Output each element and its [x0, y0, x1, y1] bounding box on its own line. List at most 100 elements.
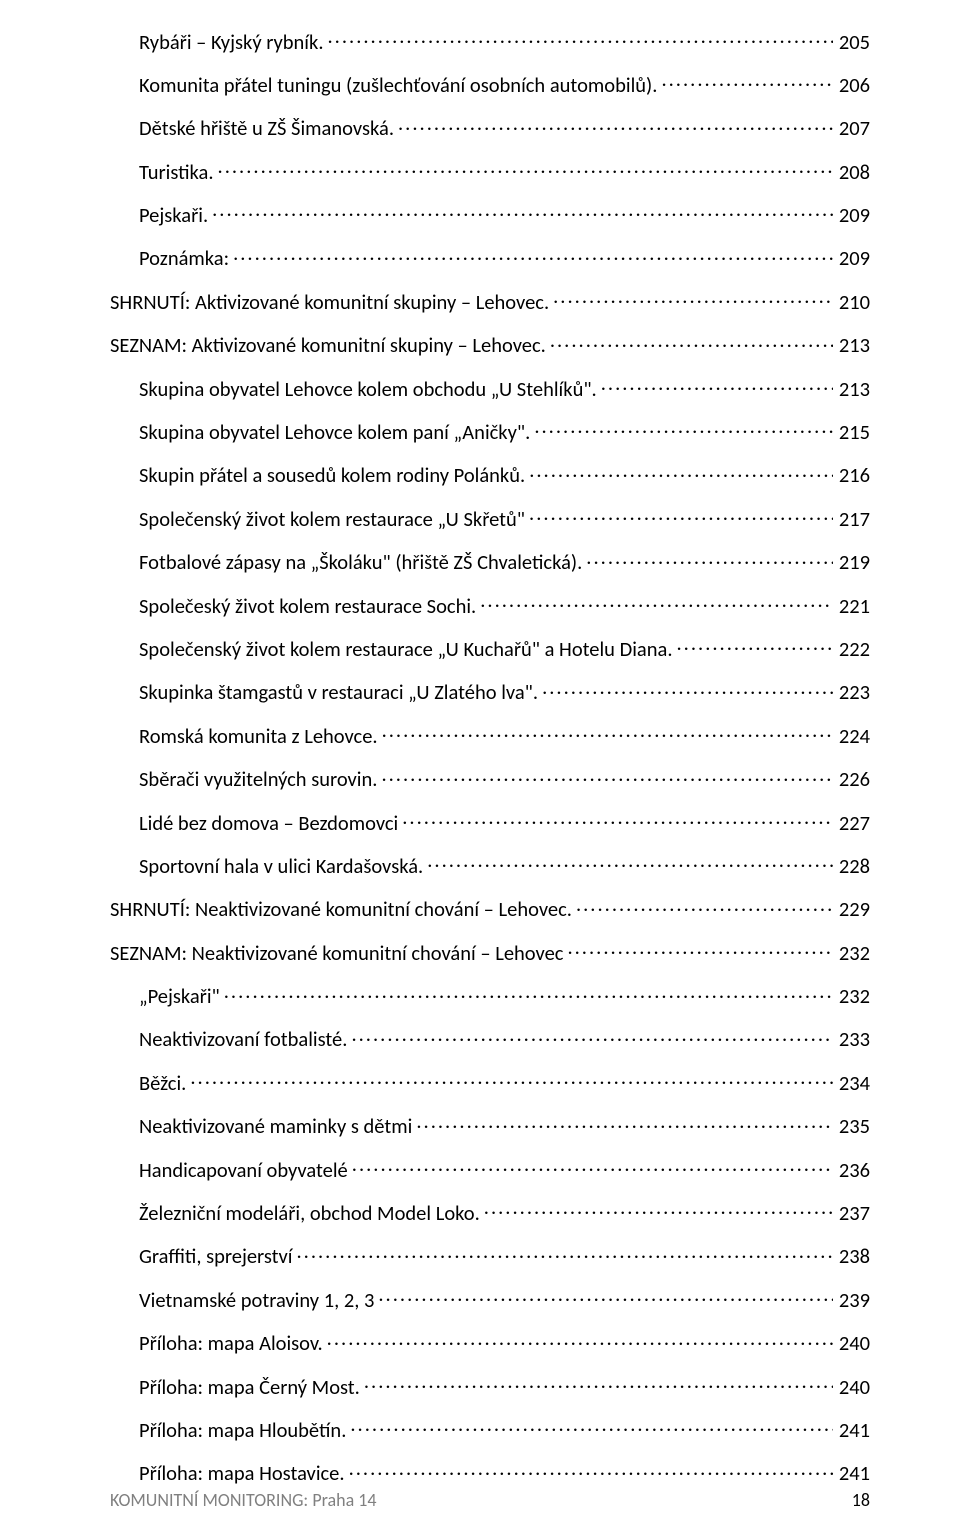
toc-entry: Skupina obyvatel Lehovce kolem paní „Ani…	[110, 419, 870, 445]
page-footer: KOMUNITNÍ MONITORING: Praha 14 18	[110, 1489, 870, 1511]
toc-leader-dots	[576, 896, 833, 917]
toc-leader-dots	[381, 766, 832, 787]
toc-leader-dots	[351, 1026, 832, 1047]
toc-entry: Skupinka štamgastů v restauraci „U Zlaté…	[110, 679, 870, 705]
toc-label: Rybáři – Kyjský rybník.	[139, 30, 328, 55]
toc-page-number: 227	[833, 811, 870, 836]
toc-entry: Vietnamské potraviny 1, 2, 3 239	[110, 1286, 870, 1312]
toc-label: Železniční modeláři, obchod Model Loko.	[139, 1201, 484, 1226]
toc-label: Společenský život kolem restaurace „U Ku…	[139, 637, 677, 662]
toc-leader-dots	[529, 462, 833, 483]
toc-entry: Společeský život kolem restaurace Sochi.…	[110, 592, 870, 618]
toc-page-number: 229	[833, 897, 870, 922]
toc-page-number: 222	[833, 637, 870, 662]
toc-label: Lidé bez domova – Bezdomovci	[139, 811, 402, 836]
toc-page-number: 207	[833, 116, 870, 141]
toc-entry: Poznámka: 209	[110, 245, 870, 271]
toc-leader-dots	[190, 1069, 832, 1090]
toc-page-number: 224	[833, 724, 870, 749]
toc-leader-dots	[296, 1243, 832, 1264]
toc-leader-dots	[349, 1460, 833, 1481]
toc-leader-dots	[427, 852, 833, 873]
toc-label: Příloha: mapa Černý Most.	[139, 1375, 364, 1400]
toc-leader-dots	[480, 592, 833, 613]
toc-entry: Pejskaři. 209	[110, 202, 870, 228]
toc-page-number: 221	[833, 594, 870, 619]
toc-label: SEZNAM: Neaktivizované komunitní chování…	[110, 941, 567, 966]
toc-label: Handicapovaní obyvatelé	[139, 1158, 352, 1183]
toc-page-number: 228	[833, 854, 870, 879]
toc-page-number: 217	[833, 507, 870, 532]
toc-leader-dots	[328, 28, 833, 49]
toc-leader-dots	[416, 1113, 832, 1134]
toc-label: Fotbalové zápasy na „Školáku" (hřiště ZŠ…	[139, 550, 586, 575]
toc-entry: Lidé bez domova – Bezdomovci 227	[110, 809, 870, 835]
toc-label: Pejskaři.	[139, 203, 212, 228]
toc-label: Poznámka:	[139, 246, 233, 271]
toc-label: Dětské hřiště u ZŠ Šimanovská.	[139, 116, 398, 141]
toc-label: Běžci.	[139, 1071, 190, 1096]
toc-page-number: 213	[833, 377, 870, 402]
toc-entry: SEZNAM: Aktivizované komunitní skupiny –…	[110, 332, 870, 358]
toc-leader-dots	[378, 1286, 832, 1307]
toc-label: Skupin přátel a sousedů kolem rodiny Pol…	[139, 463, 529, 488]
toc-page-number: 208	[833, 160, 870, 185]
toc-entry: Skupin přátel a sousedů kolem rodiny Pol…	[110, 462, 870, 488]
toc-page-number: 213	[833, 333, 870, 358]
toc-leader-dots	[534, 419, 833, 440]
toc-label: Turistika.	[139, 160, 218, 185]
toc-label: Sportovní hala v ulici Kardašovská.	[139, 854, 427, 879]
toc-label: SHRNUTÍ: Neaktivizované komunitní chován…	[110, 897, 576, 922]
toc-leader-dots	[398, 115, 833, 136]
toc-page-number: 209	[833, 246, 870, 271]
toc-entry: Neaktivizované maminky s dětmi 235	[110, 1113, 870, 1139]
toc-entry: SHRNUTÍ: Aktivizované komunitní skupiny …	[110, 288, 870, 314]
toc-label: Romská komunita z Lehovce.	[139, 724, 382, 749]
toc-leader-dots	[484, 1200, 833, 1221]
toc-page-number: 240	[833, 1375, 870, 1400]
toc-entry: Komunita přátel tuningu (zušlechťování o…	[110, 71, 870, 97]
toc-entry: Běžci. 234	[110, 1069, 870, 1095]
toc-leader-dots	[586, 549, 833, 570]
toc-page-number: 223	[833, 680, 870, 705]
toc-leader-dots	[224, 983, 833, 1004]
toc-page-number: 235	[833, 1114, 870, 1139]
toc-label: Společenský život kolem restaurace „U Sk…	[139, 507, 529, 532]
toc-entry: Příloha: mapa Hloubětín. 241	[110, 1417, 870, 1443]
toc-entry: Dětské hřiště u ZŠ Šimanovská. 207	[110, 115, 870, 141]
toc-page-number: 241	[833, 1461, 870, 1486]
toc-entry: Společenský život kolem restaurace „U Ku…	[110, 635, 870, 661]
toc-entry: „Pejskaři" 232	[110, 983, 870, 1009]
toc-entry: Neaktivizovaní fotbalisté. 233	[110, 1026, 870, 1052]
toc-page-number: 232	[833, 984, 870, 1009]
toc-page-number: 209	[833, 203, 870, 228]
toc-leader-dots	[402, 809, 833, 830]
toc-page-number: 216	[833, 463, 870, 488]
toc-entry: Graffiti, sprejerství 238	[110, 1243, 870, 1269]
toc-entry: Turistika. 208	[110, 158, 870, 184]
toc-leader-dots	[550, 332, 833, 353]
toc-label: Společeský život kolem restaurace Sochi.	[139, 594, 480, 619]
toc-label: Sběrači využitelných surovin.	[139, 767, 381, 792]
toc-page-number: 210	[833, 290, 870, 315]
toc-page-number: 233	[833, 1027, 870, 1052]
toc-leader-dots	[350, 1417, 832, 1438]
toc-leader-dots	[661, 71, 832, 92]
toc-entry: Fotbalové zápasy na „Školáku" (hřiště ZŠ…	[110, 549, 870, 575]
toc-label: Neaktivizovaní fotbalisté.	[139, 1027, 351, 1052]
toc-label: Skupina obyvatel Lehovce kolem obchodu „…	[139, 377, 601, 402]
toc-page-number: 219	[833, 550, 870, 575]
toc-label: Komunita přátel tuningu (zušlechťování o…	[139, 73, 661, 98]
toc-leader-dots	[567, 939, 832, 960]
toc-label: SHRNUTÍ: Aktivizované komunitní skupiny …	[110, 290, 553, 315]
toc-entry: Romská komunita z Lehovce. 224	[110, 722, 870, 748]
toc-page-number: 238	[833, 1244, 870, 1269]
footer-page-number: 18	[852, 1489, 870, 1511]
toc-label: Skupina obyvatel Lehovce kolem paní „Ani…	[139, 420, 534, 445]
toc-leader-dots	[212, 202, 833, 223]
toc-label: SEZNAM: Aktivizované komunitní skupiny –…	[110, 333, 550, 358]
toc-entry: Sběrači využitelných surovin. 226	[110, 766, 870, 792]
toc-leader-dots	[677, 635, 833, 656]
toc-page-number: 236	[833, 1158, 870, 1183]
toc-entry: Železniční modeláři, obchod Model Loko. …	[110, 1200, 870, 1226]
